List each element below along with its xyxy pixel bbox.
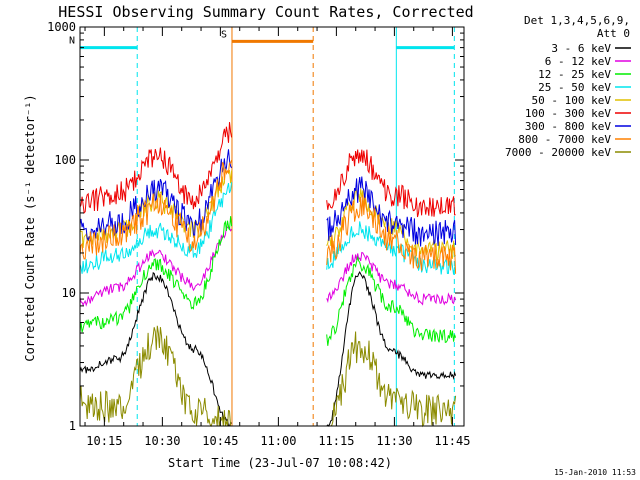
x-tick-label: 11:00 (260, 434, 296, 448)
footer-timestamp: 15-Jan-2010 11:53 (554, 468, 636, 477)
legend-label: 12 - 25 keV (538, 68, 611, 81)
legend-label: 800 - 7000 keV (518, 133, 611, 146)
legend-label: 6 - 12 keV (545, 55, 612, 68)
x-tick-label: 10:45 (202, 434, 238, 448)
legend-label: 3 - 6 keV (551, 42, 611, 55)
y-tick-label: 1000 (47, 20, 76, 34)
x-tick-label: 11:15 (318, 434, 354, 448)
series-line (326, 251, 457, 306)
chart-title: HESSI Observing Summary Count Rates, Cor… (58, 3, 473, 21)
series-line (326, 194, 457, 274)
legend-header-line-1: Det 1,3,4,5,6,9, (524, 14, 630, 27)
series-lines (79, 122, 457, 428)
y-tick-label: 100 (54, 153, 76, 167)
flag-label: S (221, 29, 227, 40)
series-line (326, 176, 457, 247)
legend-label: 50 - 100 keV (532, 94, 612, 107)
series-line (326, 255, 457, 346)
series-line (79, 149, 233, 242)
series-line (79, 226, 233, 307)
series-line (326, 331, 457, 428)
legend-label: 300 - 800 keV (525, 120, 611, 133)
axes (79, 26, 465, 427)
series-line (326, 270, 457, 427)
x-tick-label: 11:45 (434, 434, 470, 448)
legend-label: 7000 - 20000 keV (505, 146, 611, 159)
series-line (79, 159, 233, 260)
flag-bars: NS (69, 29, 455, 50)
series-line (79, 182, 233, 274)
x-axis-title: Start Time (23-Jul-07 10:08:42) (168, 456, 392, 470)
x-tick-label: 10:15 (86, 434, 122, 448)
series-line (79, 122, 233, 215)
series-line (79, 216, 233, 333)
tick-labels: 10:15 10:30 10:45 11:00 11:15 11:30 11:45 1 10 10… (47, 20, 470, 448)
legend-label: 25 - 50 keV (538, 81, 611, 94)
series-line (326, 149, 456, 218)
legend-header-line-2: Att 0 (597, 27, 630, 40)
series-line (79, 271, 232, 427)
series-line (79, 325, 232, 428)
y-axis-title: Corrected Count Rate (s⁻¹ detector⁻¹) (23, 94, 37, 361)
flag-label: N (69, 36, 75, 47)
legend-label: 100 - 300 keV (525, 107, 611, 120)
x-tick-label: 11:30 (376, 434, 412, 448)
y-tick-label: 10 (62, 286, 76, 300)
x-tick-label: 10:30 (144, 434, 180, 448)
y-tick-label: 1 (69, 419, 76, 433)
plot-frame (79, 26, 465, 427)
